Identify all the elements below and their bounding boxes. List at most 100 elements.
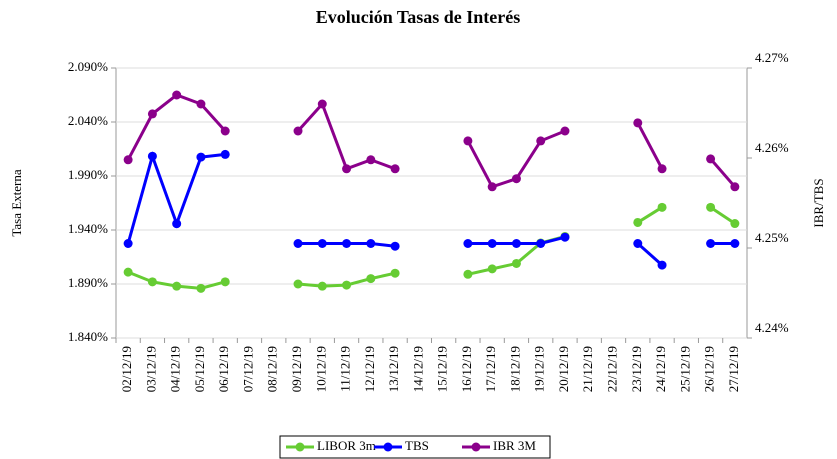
point [730,182,740,192]
x-tick-label: 27/12/19 [726,346,741,392]
legend-label: IBR 3M [493,438,536,453]
point [511,239,521,248]
point [536,239,546,248]
series-line [126,151,735,267]
point [172,219,182,229]
point [147,277,157,287]
point [366,239,376,248]
point [706,154,716,164]
x-tick-label: 10/12/19 [313,346,328,392]
point [123,267,133,277]
x-tick-label: 12/12/19 [362,346,377,392]
x-tick-label: 26/12/19 [702,346,717,392]
point [147,109,157,119]
point [220,149,230,159]
x-tick-label: 03/12/19 [143,346,158,392]
point [196,283,206,293]
y2-tick-label: 4.24% [755,320,789,335]
point [511,258,521,268]
point [730,219,740,229]
x-tick-label: 22/12/19 [605,346,620,392]
point [366,274,376,284]
chart-title: Evolución Tasas de Interés [316,7,521,27]
point [147,151,157,161]
point [560,126,570,136]
x-tick-label: 07/12/19 [240,346,255,392]
y2-tick-label: 4.25% [755,230,789,245]
x-tick-label: 17/12/19 [483,346,498,392]
x-tick-label: 06/12/19 [216,346,231,392]
point [220,126,230,136]
x-tick-label: 20/12/19 [556,346,571,392]
point [487,264,497,274]
y2-tick-label: 4.27% [755,50,789,65]
point [172,90,182,100]
y2-tick-label: 4.26% [755,140,789,155]
plot-area [115,67,748,339]
legend-marker [295,442,305,452]
point [633,239,643,248]
y-axis-title: Tasa Externa [9,169,24,237]
y-tick-label: 2.040% [68,113,108,128]
point [706,239,716,248]
x-tick-label: 05/12/19 [192,346,207,392]
point [487,239,497,248]
x-tick-label: 23/12/19 [629,346,644,392]
point [342,164,352,174]
x-tick-label: 19/12/19 [532,346,547,392]
point [390,268,400,278]
point [293,239,303,248]
point [657,260,667,270]
point [511,174,521,184]
point [293,279,303,289]
x-tick-label: 16/12/19 [459,346,474,392]
point [633,217,643,227]
x-tick-label: 04/12/19 [168,346,183,392]
x-tick-label: 14/12/19 [410,346,425,392]
y-tick-label: 1.840% [68,329,108,344]
point [536,136,546,146]
point [123,155,133,165]
x-tick-label: 18/12/19 [507,346,522,392]
y-tick-label: 1.940% [68,221,108,236]
y2-axis-title: IBR/TBS [811,178,826,227]
point [657,202,667,212]
legend-marker [383,442,393,452]
legend-label: LIBOR 3m [317,438,376,453]
legend-marker [471,442,481,452]
point [342,239,352,248]
point [196,152,206,162]
point [293,126,303,136]
point [317,239,327,248]
legend-label: TBS [405,438,429,453]
x-tick-label: 25/12/19 [677,346,692,392]
point [220,277,230,287]
x-tick-label: 24/12/19 [653,346,668,392]
point [463,269,473,279]
point [463,239,473,248]
point [633,118,643,128]
point [390,164,400,174]
point [730,239,740,248]
point [706,202,716,212]
x-tick-label: 08/12/19 [265,346,280,392]
x-tick-label: 15/12/19 [435,346,450,392]
x-tick-label: 09/12/19 [289,346,304,392]
point [463,136,473,146]
point [366,155,376,165]
x-tick-label: 13/12/19 [386,346,401,392]
point [342,280,352,290]
x-tick-label: 11/12/19 [338,346,353,392]
point [123,239,133,248]
point [317,99,327,109]
y-tick-label: 2.090% [68,59,108,74]
point [317,281,327,291]
x-tick-label: 21/12/19 [580,346,595,392]
point [196,99,206,109]
legend-box [279,435,551,459]
point [657,164,667,174]
point [390,241,400,251]
point [487,182,497,192]
series-line [126,93,736,189]
